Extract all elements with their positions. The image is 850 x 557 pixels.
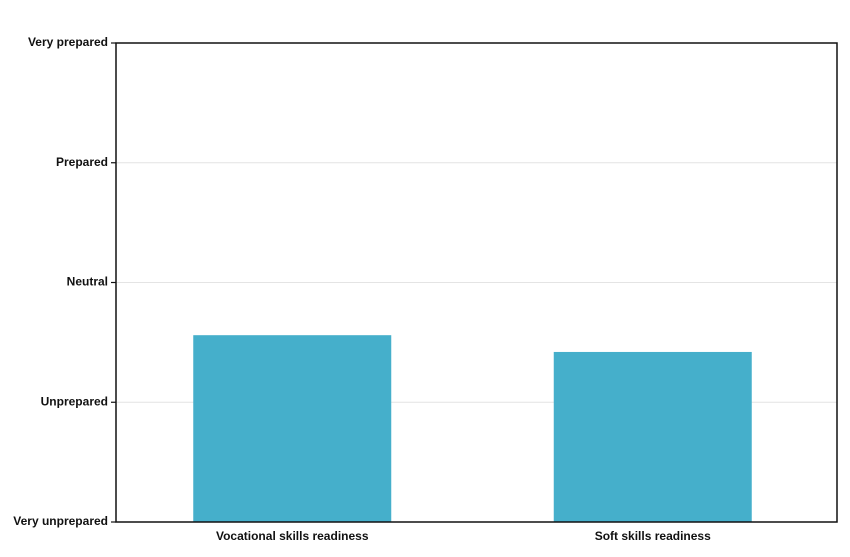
y-tick-label: Neutral xyxy=(67,275,108,289)
y-axis: Very unprepared Unprepared Neutral Prepared… xyxy=(13,35,116,528)
bars xyxy=(193,335,752,522)
y-tick-label: Very unprepared xyxy=(13,514,108,528)
x-tick-label: Soft skills readiness xyxy=(595,529,711,543)
bar xyxy=(553,351,752,522)
x-tick-label: Vocational skills readiness xyxy=(216,529,369,543)
y-tick-label: Very prepared xyxy=(28,35,108,49)
y-tick-label: Unprepared xyxy=(41,394,108,408)
bar xyxy=(193,335,392,522)
x-axis: Vocational skills readiness Soft skills r… xyxy=(216,529,711,543)
y-tick-label: Prepared xyxy=(56,155,108,169)
